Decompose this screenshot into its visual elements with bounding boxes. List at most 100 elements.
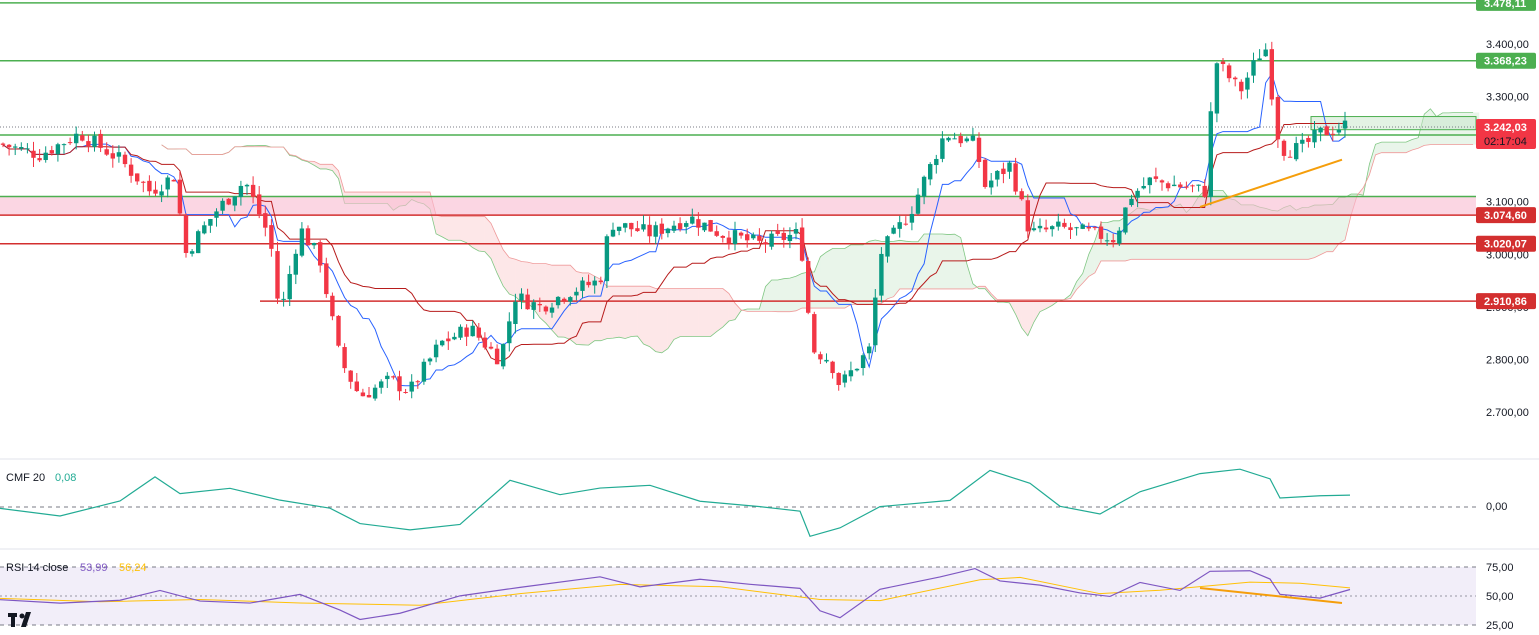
candle [208,218,213,233]
candle [812,311,817,355]
candle [470,320,475,337]
candle-body [360,392,366,397]
level-badge-bg [1476,0,1536,11]
candle [1257,49,1262,61]
candle [708,219,713,232]
candle [1080,223,1085,230]
candle [189,249,195,257]
candle-body [525,294,530,310]
candle [446,331,451,350]
cloud-segment [625,286,632,339]
candle [1135,188,1140,208]
candle [135,173,140,185]
candle [1013,157,1018,195]
candle-body [836,372,841,386]
candle [1104,233,1110,246]
price-tick-label: 2.700,00 [1486,407,1529,419]
candle [98,129,103,153]
candle [1263,43,1268,57]
candle [775,223,780,236]
candle [653,221,658,245]
cloud-segment [1393,142,1400,153]
candle [415,379,420,389]
candle-body [141,181,146,183]
candle-body [122,154,128,165]
candle [1324,125,1329,136]
candle-body [263,213,268,228]
candle [610,222,616,238]
cmf-line [0,468,1351,537]
candle [61,143,67,154]
price-badges: 3.478,113.368,233.227,003.074,603.020,07… [1476,0,1536,310]
cloud-segment [1381,142,1388,153]
cloud-segment [1387,142,1394,153]
candle [501,343,506,370]
candle [793,222,799,240]
cloud-segment [521,261,528,303]
candle [354,372,359,393]
candle-body [342,347,347,369]
cloud-segment [613,286,620,339]
candle [702,222,707,232]
candle [1214,62,1220,123]
candle [690,208,695,225]
candle [1190,184,1195,193]
rsi-tick-label: 50,00 [1486,591,1514,603]
candle [958,132,963,147]
candle [543,305,549,315]
candle [751,232,756,240]
candle-body [1214,63,1220,114]
candle-body [1080,224,1085,229]
cmf-zero-tick: 0,00 [1486,501,1507,513]
candle [989,172,994,195]
rsi-tick-label: 75,00 [1486,562,1514,574]
candle-body [348,370,353,382]
candle [568,296,573,306]
candle-body [501,344,506,367]
candle [257,186,262,219]
cloud-segment [1027,299,1034,336]
candle-body [897,222,902,229]
cloud-segment [869,240,876,305]
candle [921,175,927,205]
cloud-segment [1271,210,1278,260]
candle [873,288,878,353]
candle [806,257,811,315]
countdown-label: 02:17:04 [1484,136,1527,148]
candle-body [275,251,280,299]
cloud-segment [722,288,729,328]
cloud-segment [954,234,961,289]
candle-body [702,222,707,231]
candle-body [269,225,274,249]
cloud-segment [1137,207,1144,260]
candle-body [934,158,939,166]
candle-body [25,148,30,150]
level-badge-bg [1476,207,1536,224]
candle [372,384,378,401]
candle-body [1178,184,1183,188]
candle-body [458,326,463,338]
cloud-segment [979,286,986,289]
cloud-segment [1088,240,1095,277]
candle [1342,111,1348,138]
candle-body [385,375,390,380]
cloud-segment [1180,203,1187,260]
candle [684,220,689,234]
candle-body [860,355,866,369]
candle [1233,76,1238,87]
candle [403,388,408,394]
cloud-segment [1320,204,1327,255]
price-axis[interactable]: 3.400,003.300,003.100,003.000,002.900,00… [1486,39,1529,419]
price-tick-label: 3.100,00 [1486,197,1529,209]
candle [31,141,36,167]
candle-body [226,198,231,205]
cloud-segment [899,240,906,289]
candle-body [543,306,549,312]
candle-body [13,146,18,148]
candle-body [232,196,237,206]
candle [238,180,244,206]
candle [385,372,390,389]
candle [287,265,292,307]
candle [787,227,793,249]
